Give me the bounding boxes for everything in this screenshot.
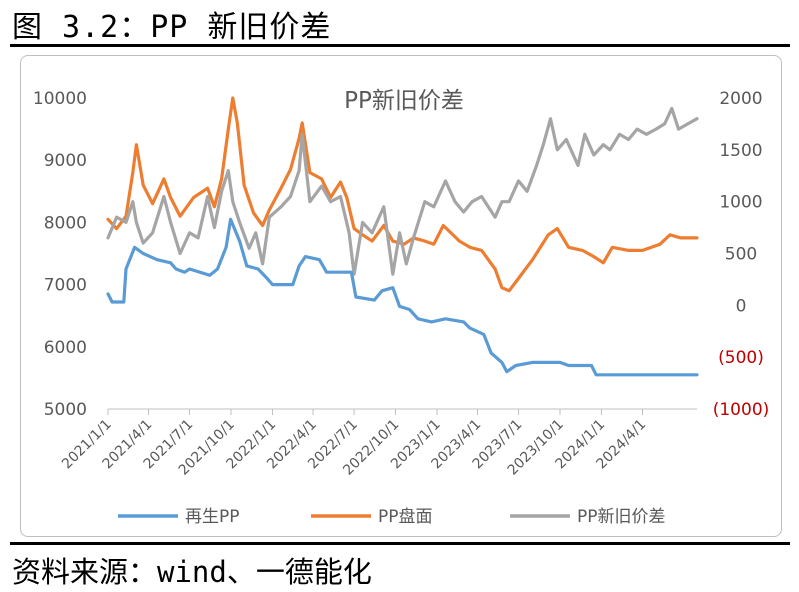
series-line-0 bbox=[106, 217, 699, 377]
left-tick-label: 7000 bbox=[44, 276, 87, 296]
figure-title: 图 3.2：PP 新旧价差 bbox=[12, 10, 332, 45]
x-axis: 2021/1/12021/4/12021/7/12021/10/12022/1/… bbox=[59, 409, 649, 479]
right-tick-label: 500 bbox=[725, 245, 757, 265]
right-tick-label: 2000 bbox=[719, 89, 762, 109]
chart-panel bbox=[20, 55, 782, 537]
series-line-1 bbox=[106, 96, 699, 293]
left-tick-label: 6000 bbox=[44, 338, 87, 358]
left-tick-label: 9000 bbox=[44, 151, 87, 171]
right-tick-label: 1500 bbox=[719, 141, 762, 161]
legend-label: PP盘面 bbox=[378, 507, 433, 527]
right-tick-label: 1000 bbox=[719, 193, 762, 213]
top-rule bbox=[10, 44, 790, 47]
right-tick-label: (500) bbox=[718, 348, 764, 368]
left-tick-label: 10000 bbox=[33, 89, 87, 109]
right-tick-label: 0 bbox=[736, 296, 747, 316]
right-tick-label: (1000) bbox=[713, 400, 770, 420]
right-y-axis: 2000 1500 1000 500 0 (500) (1000) bbox=[713, 89, 770, 420]
series-lines bbox=[106, 96, 699, 377]
left-y-axis: 10000 9000 8000 7000 6000 5000 bbox=[33, 89, 87, 420]
legend: 再生PP PP盘面 PP新旧价差 bbox=[118, 507, 666, 527]
left-tick-label: 8000 bbox=[44, 213, 87, 233]
source-note: 资料来源：wind、一德能化 bbox=[12, 555, 372, 589]
series-line-2 bbox=[106, 106, 699, 276]
chart-title: PP新旧价差 bbox=[344, 88, 464, 114]
left-tick-label: 5000 bbox=[44, 400, 87, 420]
legend-label: PP新旧价差 bbox=[577, 507, 666, 527]
legend-label: 再生PP bbox=[185, 507, 240, 527]
bottom-rule bbox=[10, 542, 790, 545]
